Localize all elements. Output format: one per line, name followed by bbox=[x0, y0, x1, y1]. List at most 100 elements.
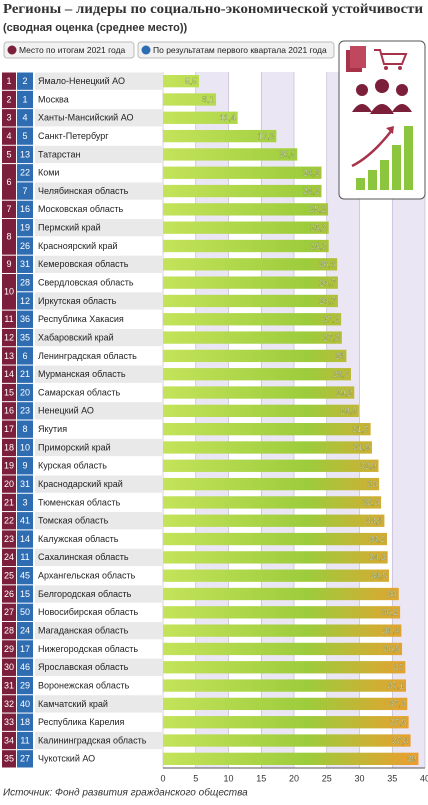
rank-cell bbox=[2, 255, 16, 273]
category-label: Республика Хакасия bbox=[38, 314, 124, 324]
bar bbox=[163, 111, 238, 124]
rank-q1: 27 bbox=[20, 754, 30, 764]
category-label: Калужская область bbox=[38, 534, 119, 544]
row-stripe bbox=[35, 475, 163, 493]
rank-2021: 28 bbox=[4, 626, 14, 636]
rank-cell bbox=[17, 493, 33, 512]
rank-cell bbox=[17, 72, 33, 90]
rank-2021: 14 bbox=[4, 369, 14, 379]
value-label: 32,9 bbox=[360, 461, 377, 471]
bar bbox=[163, 349, 347, 363]
category-label: Нижегородская область bbox=[38, 644, 138, 654]
category-label: Курская область bbox=[38, 461, 107, 471]
bar bbox=[163, 697, 408, 711]
category-label: Ярославская область bbox=[38, 662, 129, 672]
rank-cell bbox=[2, 548, 16, 567]
plot: Место по итогам 2021 года По результатам … bbox=[2, 41, 428, 783]
rank-cell bbox=[17, 676, 33, 695]
rank-cell bbox=[17, 237, 33, 255]
rank-q1: 31 bbox=[20, 479, 30, 489]
category-label: Ленинградская область bbox=[38, 351, 137, 361]
bar bbox=[163, 551, 388, 564]
value-label: 37 bbox=[394, 662, 404, 672]
row-stripe bbox=[35, 621, 163, 640]
rank-2021: 12 bbox=[4, 332, 14, 342]
category-label: Челябинская область bbox=[38, 186, 129, 196]
rank-q1: 15 bbox=[20, 589, 30, 599]
x-tick-label: 15 bbox=[256, 773, 266, 783]
value-label: 39 bbox=[407, 754, 417, 764]
x-tick-label: 20 bbox=[289, 773, 299, 783]
x-tick-label: 25 bbox=[322, 773, 332, 783]
rank-q1: 10 bbox=[20, 442, 30, 452]
value-label: 5,5 bbox=[185, 76, 197, 86]
rank-cell bbox=[17, 621, 33, 640]
value-label: 37,1 bbox=[387, 680, 404, 690]
rank-q1: 13 bbox=[20, 149, 30, 159]
value-label: 29,9 bbox=[340, 406, 357, 416]
rank-2021: 2 bbox=[6, 94, 11, 104]
rank-cell bbox=[17, 219, 33, 237]
rank-q1: 50 bbox=[20, 607, 30, 617]
rank-2021: 26 bbox=[4, 589, 14, 599]
rank-cell bbox=[17, 383, 33, 402]
row-stripe bbox=[35, 695, 163, 713]
rank-cell bbox=[2, 695, 16, 713]
bar bbox=[163, 441, 372, 454]
rank-cell bbox=[2, 457, 16, 475]
rank-cell bbox=[2, 219, 16, 255]
rank-q1: 12 bbox=[20, 296, 30, 306]
row-stripe bbox=[35, 365, 163, 383]
value-label: 31,7 bbox=[352, 424, 369, 434]
bar bbox=[163, 221, 329, 234]
rank-2021: 32 bbox=[4, 699, 14, 709]
bar bbox=[163, 313, 342, 326]
rank-cell bbox=[2, 750, 16, 768]
category-label: Томская область bbox=[38, 516, 109, 526]
x-tick-label: 35 bbox=[387, 773, 397, 783]
rank-q1: 40 bbox=[20, 699, 30, 709]
row-stripe bbox=[35, 512, 163, 530]
x-tick-label: 10 bbox=[223, 773, 233, 783]
bar bbox=[163, 606, 401, 619]
value-label: 17,3 bbox=[258, 131, 275, 141]
rank-cell bbox=[17, 255, 33, 273]
rank-cell bbox=[2, 365, 16, 383]
rank-cell bbox=[2, 145, 16, 164]
rank-cell bbox=[2, 273, 16, 310]
value-label: 26,7 bbox=[319, 296, 336, 306]
rank-q1: 2 bbox=[22, 76, 27, 86]
category-label: Архангельская область bbox=[38, 571, 136, 581]
rank-cell bbox=[2, 200, 16, 219]
category-label: Республика Карелия bbox=[38, 717, 124, 727]
rank-cell bbox=[17, 567, 33, 585]
value-label: 36 bbox=[387, 589, 397, 599]
rank-q1: 6 bbox=[22, 351, 27, 361]
row-stripe bbox=[35, 219, 163, 237]
bar bbox=[163, 624, 402, 637]
rank-q1: 1 bbox=[22, 94, 27, 104]
rank-cell bbox=[17, 695, 33, 713]
category-label: Магаданская область bbox=[38, 626, 129, 636]
rank-cell bbox=[2, 383, 16, 402]
bar bbox=[163, 514, 385, 527]
rank-q1: 20 bbox=[20, 387, 30, 397]
rank-2021: 15 bbox=[4, 387, 14, 397]
value-label: 36,2 bbox=[382, 607, 399, 617]
rank-cell bbox=[17, 200, 33, 219]
rank-2021: 35 bbox=[4, 754, 14, 764]
rank-q1: 11 bbox=[20, 552, 29, 562]
rank-2021: 16 bbox=[4, 406, 14, 416]
chart-subtitle: (сводная оценка (среднее место)) bbox=[3, 22, 188, 34]
rank-2021: 13 bbox=[4, 351, 14, 361]
rank-q1: 8 bbox=[22, 424, 27, 434]
rank-cell bbox=[17, 658, 33, 676]
value-label: 36,4 bbox=[383, 625, 400, 635]
value-label: 33 bbox=[368, 479, 378, 489]
value-label: 27,2 bbox=[323, 314, 340, 324]
category-label: Чукотский АО bbox=[38, 754, 95, 764]
rank-cell bbox=[17, 713, 33, 731]
value-label: 28 bbox=[335, 351, 345, 361]
rank-2021: 3 bbox=[6, 113, 11, 123]
bar bbox=[163, 404, 359, 417]
